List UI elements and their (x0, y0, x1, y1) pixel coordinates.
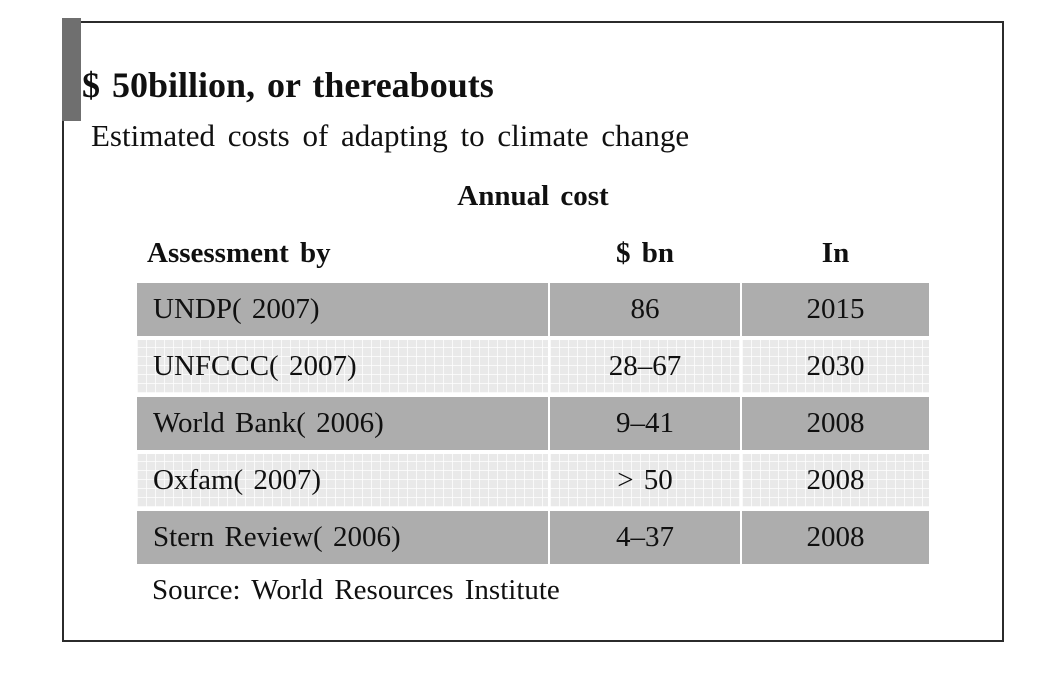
table-row: UNDP( 2007) 86 2015 (137, 283, 929, 336)
cost-cell: 28–67 (550, 340, 740, 393)
cost-cell: > 50 (550, 454, 740, 507)
assessment-cell: Oxfam( 2007) (137, 454, 548, 507)
assessment-cell: Stern Review( 2006) (137, 511, 548, 564)
table-row: Oxfam( 2007) > 50 2008 (137, 454, 929, 507)
chart-subtitle: Estimated costs of adapting to climate c… (91, 118, 690, 153)
source-note: Source: World Resources Institute (152, 574, 560, 606)
assessment-cell: UNDP( 2007) (137, 283, 548, 336)
year-cell: 2015 (742, 283, 929, 336)
table-header-row: Assessment by $ bn In (137, 237, 929, 270)
accent-bar (62, 18, 81, 121)
year-cell: 2008 (742, 397, 929, 450)
chart-panel: $ 50billion, or thereabouts Estimated co… (62, 18, 1004, 642)
table-row: UNFCCC( 2007) 28–67 2030 (137, 340, 929, 393)
column-header-assessment-by: Assessment by (147, 237, 331, 269)
table-group-header: Annual cost (457, 180, 609, 212)
cost-cell: 9–41 (550, 397, 740, 450)
assessment-cell: UNFCCC( 2007) (137, 340, 548, 393)
year-cell: 2008 (742, 454, 929, 507)
chart-title: $ 50billion, or thereabouts (82, 65, 494, 105)
table-row: Stern Review( 2006) 4–37 2008 (137, 511, 929, 564)
year-cell: 2030 (742, 340, 929, 393)
assessment-cell: World Bank( 2006) (137, 397, 548, 450)
table: Annual cost Assessment by $ bn In UNDP( … (137, 23, 929, 642)
year-cell: 2008 (742, 511, 929, 564)
table-body: UNDP( 2007) 86 2015 UNFCCC( 2007) 28–67 2030 W… (137, 283, 929, 568)
cost-cell: 4–37 (550, 511, 740, 564)
column-header-cost-bn: $ bn (615, 237, 674, 269)
cost-cell: 86 (550, 283, 740, 336)
table-row: World Bank( 2006) 9–41 2008 (137, 397, 929, 450)
column-header-year: In (821, 237, 850, 269)
